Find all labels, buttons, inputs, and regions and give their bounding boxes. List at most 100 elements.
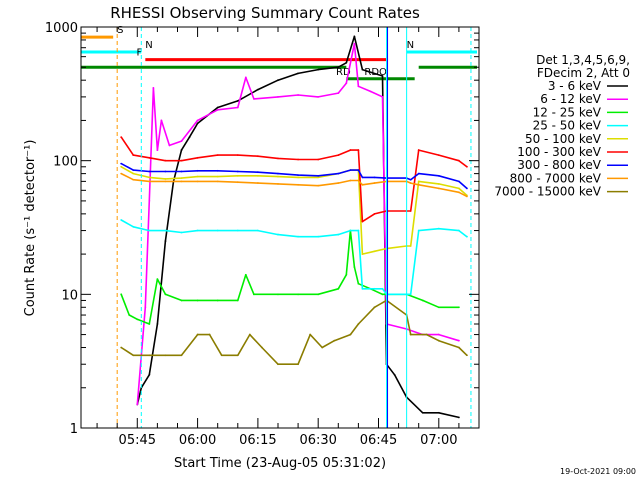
series-3-point-13 xyxy=(349,229,352,232)
series-1-point-3 xyxy=(152,87,155,89)
series-3-point-5 xyxy=(196,229,199,232)
series-8-point-18 xyxy=(373,306,376,309)
series-4-point-9 xyxy=(277,175,279,178)
x-tick-label-3: 06:30 xyxy=(299,433,336,448)
series-8-point-2 xyxy=(148,354,151,357)
series-8-point-14 xyxy=(321,346,324,349)
series-7-point-0 xyxy=(120,172,123,175)
series-0-point-6 xyxy=(180,149,183,151)
series-2-point-8 xyxy=(216,299,219,302)
series-0-point-7 xyxy=(188,136,191,139)
series-3-point-7 xyxy=(236,229,239,232)
series-6-point-11 xyxy=(317,174,320,177)
series-3-point-9 xyxy=(277,233,279,236)
flag-label-3: F xyxy=(137,48,143,59)
series-7-point-16 xyxy=(373,182,376,184)
series-6-point-7 xyxy=(236,170,239,173)
series-1-point-18 xyxy=(353,42,356,45)
series-5-point-0 xyxy=(120,136,123,139)
series-5-point-23 xyxy=(466,165,468,168)
series-2-point-5 xyxy=(164,293,167,296)
y-tick-label-1: 10 xyxy=(61,288,78,303)
series-8-point-17 xyxy=(357,323,360,325)
series-7-point-19 xyxy=(409,182,412,184)
flag-label-5: RD xyxy=(336,67,351,78)
series-0-point-23 xyxy=(421,411,424,414)
series-2-point-18 xyxy=(353,266,356,268)
series-8-point-10 xyxy=(261,346,263,349)
series-8-point-21 xyxy=(409,333,412,336)
series-0-point-24 xyxy=(437,411,440,414)
series-7-point-4 xyxy=(180,180,183,183)
series-7-point-3 xyxy=(164,180,167,183)
x-tick-label-2: 06:15 xyxy=(239,433,276,448)
series-6-point-9 xyxy=(277,172,279,175)
series-8-point-12 xyxy=(297,363,299,366)
series-1-point-10 xyxy=(236,106,239,109)
series-line-7 xyxy=(120,172,468,198)
legend-label-4: 50 - 100 keV xyxy=(525,132,602,146)
series-6-point-8 xyxy=(256,171,259,174)
series-1-point-17 xyxy=(345,82,348,85)
legend: Det 1,3,4,5,6,9,FDecim 2, Att 03 - 6 keV… xyxy=(494,53,630,199)
series-2-point-16 xyxy=(345,273,348,276)
series-8-point-25 xyxy=(466,354,468,357)
x-axis-ticks: 05:45 06:00 06:15 06:30 06:45 07:00 xyxy=(96,27,480,448)
series-6-point-12 xyxy=(337,172,340,175)
series-5-point-6 xyxy=(216,154,219,157)
series-5-point-2 xyxy=(148,156,151,159)
series-0-point-16 xyxy=(345,61,348,64)
series-2-point-6 xyxy=(180,299,183,302)
series-6-point-22 xyxy=(457,180,460,183)
series-1-point-19 xyxy=(357,85,360,88)
series-7-point-8 xyxy=(256,182,259,184)
series-5-point-15 xyxy=(361,220,364,223)
series-0-point-19 xyxy=(381,75,384,77)
series-6-point-16 xyxy=(373,176,376,179)
series-7-point-10 xyxy=(297,183,299,186)
series-2-point-19 xyxy=(357,282,360,285)
series-5-point-21 xyxy=(437,154,440,157)
series-3-point-0 xyxy=(120,219,123,221)
series-4-point-20 xyxy=(417,180,420,183)
series-5-point-12 xyxy=(337,154,340,157)
series-8-point-22 xyxy=(425,333,428,336)
series-1-point-8 xyxy=(196,119,199,122)
series-0-point-10 xyxy=(236,99,239,102)
series-6-point-10 xyxy=(297,174,299,176)
series-8-point-6 xyxy=(208,333,211,336)
series-3-point-8 xyxy=(256,229,259,232)
series-4-point-3 xyxy=(164,178,167,180)
series-6-point-5 xyxy=(196,169,199,172)
y-tick-label-3: 1000 xyxy=(45,21,78,36)
series-3-point-20 xyxy=(417,229,420,232)
series-6-point-4 xyxy=(180,170,183,173)
series-7-point-13 xyxy=(349,179,352,182)
series-2-point-2 xyxy=(136,318,139,321)
series-1-point-1 xyxy=(144,306,147,309)
flag-label-6: RDO xyxy=(364,67,387,78)
series-1-point-4 xyxy=(156,149,159,151)
series-2-point-13 xyxy=(297,293,299,296)
chart-title: RHESSI Observing Summary Count Rates xyxy=(110,4,420,22)
series-3-point-3 xyxy=(164,229,167,232)
series-0-point-9 xyxy=(216,106,219,109)
series-4-point-1 xyxy=(132,172,135,175)
series-1-point-11 xyxy=(244,76,247,79)
series-4-point-6 xyxy=(216,175,219,178)
series-4-point-8 xyxy=(256,174,259,177)
series-6-point-1 xyxy=(132,169,135,172)
series-7-point-14 xyxy=(357,179,360,182)
series-6-point-14 xyxy=(357,169,360,172)
x-tick-label-5: 07:00 xyxy=(420,433,457,448)
series-1-point-15 xyxy=(317,95,320,98)
series-1-point-25 xyxy=(437,333,440,336)
series-1-point-7 xyxy=(180,140,183,143)
series-1-point-9 xyxy=(216,108,219,111)
series-7-point-11 xyxy=(317,184,320,187)
series-7-point-12 xyxy=(337,182,340,184)
series-0-point-25 xyxy=(457,416,460,419)
series-0-point-4 xyxy=(164,240,167,243)
series-0-point-13 xyxy=(297,72,299,75)
